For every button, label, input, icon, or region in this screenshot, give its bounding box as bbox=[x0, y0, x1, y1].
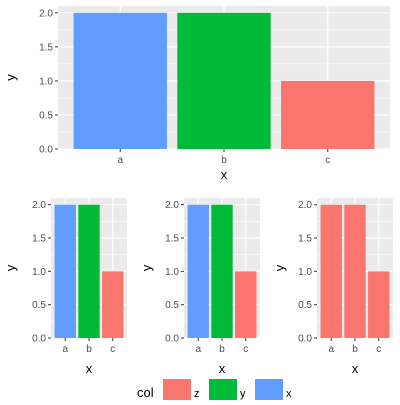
y-tick-label: 1.5 bbox=[39, 42, 53, 53]
x-tick-label: b bbox=[352, 344, 358, 355]
legend-label: x bbox=[286, 388, 292, 400]
chart-panel-2: 0.0 0.5 1.0 1.5 2.0 a b c x y bbox=[3, 198, 127, 376]
bar-c bbox=[281, 80, 375, 149]
y-tick-label: 0.0 bbox=[298, 334, 312, 345]
y-tick-label: 1.5 bbox=[32, 234, 46, 245]
x-tick-label: b bbox=[219, 344, 225, 355]
y-tick-label: 0.5 bbox=[32, 300, 46, 311]
legend-label: z bbox=[194, 388, 200, 400]
legend-key-z bbox=[163, 379, 191, 400]
y-tick-label: 0.0 bbox=[39, 145, 53, 156]
x-axis-title: x bbox=[86, 361, 93, 376]
y-axis-title: y bbox=[3, 264, 18, 271]
bar-b bbox=[344, 204, 366, 338]
y-tick-label: 0.0 bbox=[165, 334, 179, 345]
y-tick-label: 0.5 bbox=[165, 300, 179, 311]
legend-key-x bbox=[255, 379, 283, 400]
legend: col z y x bbox=[137, 379, 292, 400]
x-tick-label: c bbox=[325, 155, 330, 166]
x-axis-title: x bbox=[352, 361, 359, 376]
bar-b bbox=[211, 204, 233, 338]
y-tick-label: 2.0 bbox=[298, 200, 312, 211]
x-tick-label: b bbox=[86, 344, 92, 355]
y-tick-label: 1.5 bbox=[298, 234, 312, 245]
y-tick-label: 0.5 bbox=[39, 110, 53, 121]
x-axis-title: x bbox=[219, 361, 226, 376]
x-axis-title: x bbox=[221, 167, 228, 182]
y-tick-label: 1.0 bbox=[32, 267, 46, 278]
x-tick-label: a bbox=[328, 344, 334, 355]
y-tick-label: 2.0 bbox=[39, 8, 53, 19]
y-tick-label: 2.0 bbox=[32, 200, 46, 211]
y-tick-label: 1.0 bbox=[165, 267, 179, 278]
x-tick-label: c bbox=[110, 344, 115, 355]
bar-b bbox=[78, 204, 100, 338]
chart-panel-3: 0.0 0.5 1.0 1.5 2.0 a b c x y bbox=[139, 198, 260, 376]
legend-key-y bbox=[209, 379, 237, 400]
y-axis-title: y bbox=[272, 264, 287, 271]
y-tick-label: 1.5 bbox=[165, 234, 179, 245]
bar-c bbox=[102, 271, 124, 338]
y-tick-label: 0.0 bbox=[32, 334, 46, 345]
bar-b bbox=[177, 12, 271, 149]
y-axis-title: y bbox=[139, 264, 154, 271]
x-tick-label: b bbox=[221, 155, 227, 166]
bar-a bbox=[73, 12, 167, 149]
chart-panel-4: 0.0 0.5 1.0 1.5 2.0 a b c x y bbox=[272, 198, 393, 376]
x-tick-label: a bbox=[195, 344, 201, 355]
legend-title: col bbox=[137, 385, 154, 400]
bar-c bbox=[235, 271, 257, 338]
x-tick-label: a bbox=[62, 344, 68, 355]
x-tick-label: a bbox=[117, 155, 123, 166]
y-tick-label: 1.0 bbox=[39, 76, 53, 87]
bar-a bbox=[187, 204, 209, 338]
bar-a bbox=[320, 204, 342, 338]
legend-label: y bbox=[240, 388, 246, 400]
chart-panel-1: 0.0 0.5 1.0 1.5 2.0 a b c x y bbox=[3, 6, 390, 182]
bar-a bbox=[54, 204, 76, 338]
y-tick-label: 0.5 bbox=[298, 300, 312, 311]
x-tick-label: c bbox=[243, 344, 248, 355]
y-axis-title: y bbox=[3, 74, 18, 81]
x-tick-label: c bbox=[376, 344, 381, 355]
y-tick-label: 2.0 bbox=[165, 200, 179, 211]
bar-c bbox=[368, 271, 390, 338]
y-tick-label: 1.0 bbox=[298, 267, 312, 278]
